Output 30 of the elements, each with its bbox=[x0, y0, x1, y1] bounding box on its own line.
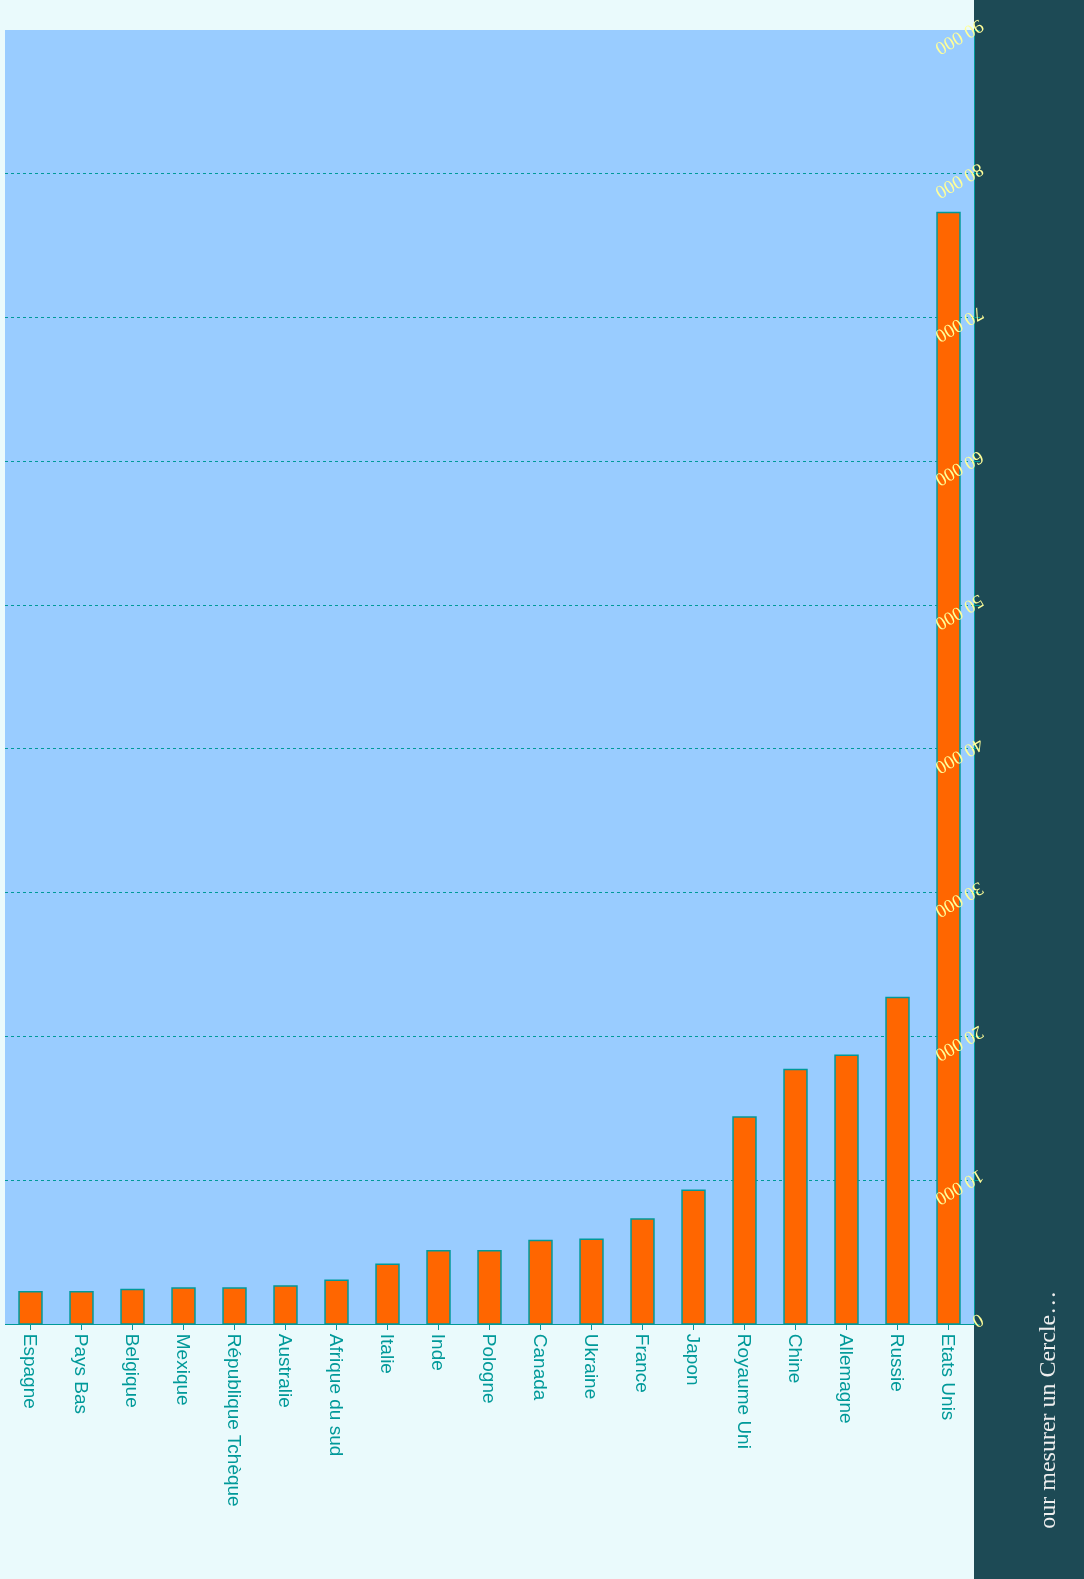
x-tick-label: Mexique bbox=[173, 1333, 195, 1406]
y-tick-label: 70 000 bbox=[931, 303, 988, 348]
x-tick-label: Etats Unis bbox=[938, 1333, 960, 1421]
x-tick-label: Russie bbox=[887, 1333, 909, 1392]
x-tick-label: République Tchèque bbox=[224, 1333, 246, 1507]
y-tick-label: 90 000 bbox=[931, 15, 988, 60]
x-tick-label: Ukraine bbox=[581, 1333, 603, 1400]
x-tick-label: Afrique du sud bbox=[326, 1333, 348, 1457]
x-tick-label: Espagne bbox=[20, 1333, 42, 1409]
y-tick-label: 40 000 bbox=[931, 734, 988, 779]
text: our mesurer un Cercle… bbox=[1033, 1290, 1060, 1529]
y-tick-label: 0 bbox=[968, 1309, 988, 1333]
y-tick-label: 10 000 bbox=[931, 1165, 988, 1210]
x-tick-label: Chine bbox=[785, 1333, 807, 1384]
y-tick-label: 20 000 bbox=[931, 1021, 988, 1067]
x-tick-label: Belgique bbox=[122, 1333, 144, 1408]
x-tick-label: Allemagne bbox=[836, 1333, 858, 1424]
x-tick-label: Royaume Uni bbox=[734, 1333, 756, 1449]
x-tick-label: France bbox=[632, 1333, 654, 1393]
y-tick-label: 60 000 bbox=[931, 446, 988, 492]
y-tick-label: 50 000 bbox=[931, 590, 988, 635]
x-tick-label: Australie bbox=[275, 1333, 297, 1408]
y-tick-label: 30 000 bbox=[931, 878, 988, 923]
x-tick-label: Pays Bas bbox=[71, 1333, 93, 1415]
x-tick-label: Inde bbox=[428, 1333, 450, 1371]
x-tick-label: Canada bbox=[530, 1333, 552, 1401]
x-tick-label: Japon bbox=[683, 1333, 705, 1386]
x-tick-label: Pologne bbox=[479, 1333, 501, 1404]
x-tick-label: Italie bbox=[377, 1333, 399, 1374]
y-tick-label: 80 000 bbox=[931, 159, 988, 204]
